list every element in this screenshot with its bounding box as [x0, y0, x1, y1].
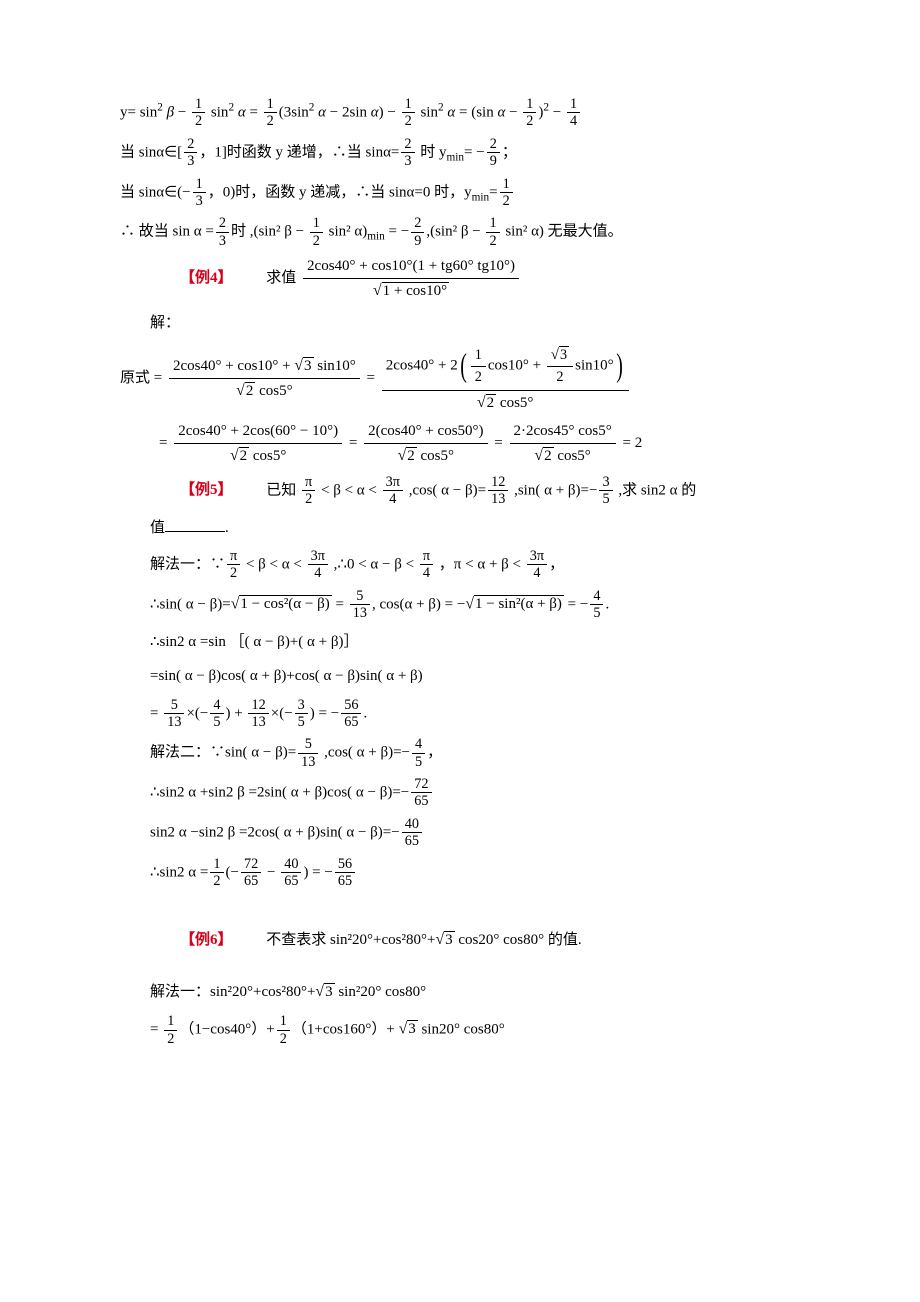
example-5-heading: 【例5】 已知 π2 < β < α < 3π4 ,cos( α − β)=12… [120, 474, 800, 508]
example-label: 【例4】 [180, 264, 233, 293]
math-line: = 2cos40° + 2cos(60° − 10°)√2 cos5° = 2(… [120, 420, 800, 468]
math-line: = 513×(−45) + 1213×(−35) = −5665. [120, 697, 800, 731]
math-line: 解法二：∵sin( α − β)=513 ,cos( α + β)=−45， [120, 736, 800, 770]
example-4-heading: 【例4】 求值 2cos40° + cos10°(1 + tg60° tg10°… [120, 255, 800, 303]
math-line: 当 sinα∈[23，1]时函数 y 递增，∴当 sinα=23 时 ymin=… [120, 136, 800, 170]
example-6-heading: 【例6】 不查表求 sin²20°+cos²80°+√3 cos20° cos8… [120, 925, 800, 955]
math-line: 解法一：∵π2 < β < α < 3π4 ,∴0 < α − β < π4 ，… [120, 548, 800, 582]
math-line: ∴sin2 α +sin2 β =2sin( α + β)cos( α − β)… [120, 776, 800, 810]
math-line: 原式 = 2cos40° + cos10° + √3 sin10°√2 cos5… [120, 343, 800, 414]
math-line: = 12（1−cos40°）+12（1+cos160°）+ √3 sin20° … [120, 1013, 800, 1047]
math-line: =sin( α − β)cos( α + β)+cos( α − β)sin( … [120, 662, 800, 691]
math-line: ∴sin2 α =12(−7265 − 4065) = −5665 [120, 856, 800, 890]
text: 当 sinα∈[ [120, 144, 182, 160]
math-line: ∴ 故当 sin α =23时 ,(sin² β − 12 sin² α)min… [120, 215, 800, 249]
math-line: 当 sinα∈(−13，0)时，函数 y 递减，∴当 sinα=0 时，ymin… [120, 176, 800, 210]
answer-blank [165, 516, 225, 532]
math-line: 值. [120, 514, 800, 543]
example-label: 【例5】 [180, 476, 233, 505]
math-line: 解法一：sin²20°+cos²80°+√3 sin²20° cos80° [120, 977, 800, 1007]
page: y= sin2 β − 12 sin2 α = 12(3sin2 α − 2si… [0, 0, 920, 1302]
example-label: 【例6】 [180, 926, 233, 955]
solution-label: 解： [120, 309, 800, 338]
math-line: sin2 α −sin2 β =2cos( α + β)sin( α − β)=… [120, 816, 800, 850]
math-line: ∴sin2 α =sin ［( α − β)+( α + β)］ [120, 628, 800, 657]
math-line: ∴sin( α − β)=√1 − cos²(α − β) = 513, cos… [120, 588, 800, 622]
math-line: y= sin2 β − 12 sin2 α = 12(3sin2 α − 2si… [120, 96, 800, 130]
